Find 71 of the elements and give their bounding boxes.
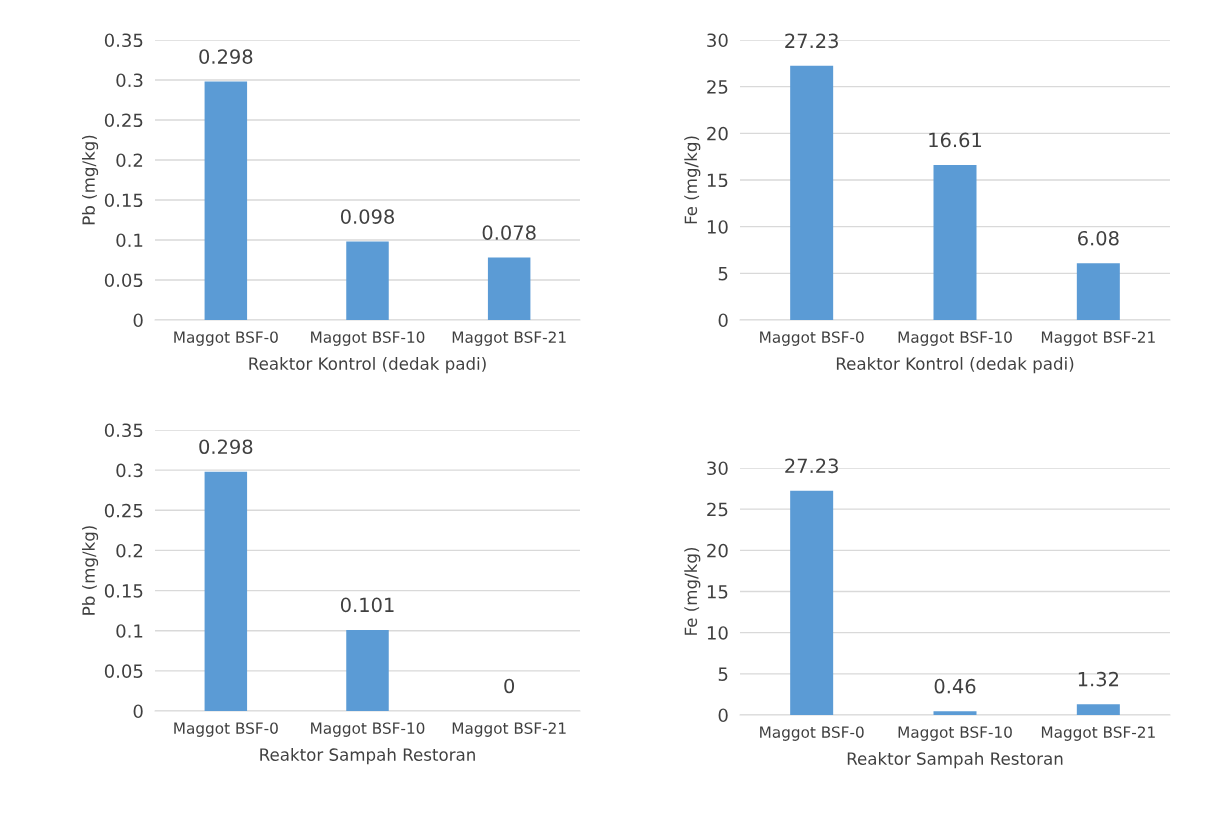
data-label: 27.23 xyxy=(785,458,838,474)
y-tick-label: 20 xyxy=(707,126,728,141)
x-tick-label: Maggot BSF-21 xyxy=(452,331,566,346)
x-axis-title: Reaktor Sampah Restoran xyxy=(260,748,475,765)
x-axis-title: Reaktor Sampah Restoran xyxy=(847,752,1063,769)
data-label: 0.298 xyxy=(199,439,253,455)
data-label: 0.078 xyxy=(482,225,536,240)
y-tick-label: 0.2 xyxy=(116,153,143,168)
data-label: 0.46 xyxy=(934,678,976,694)
y-tick-label: 15 xyxy=(707,173,728,188)
y-tick-label: 0.2 xyxy=(116,543,143,558)
bar xyxy=(1076,704,1120,715)
bar xyxy=(204,81,248,320)
y-tick-label: 0.3 xyxy=(116,463,143,478)
bar xyxy=(790,65,834,320)
data-label: 0 xyxy=(504,678,515,694)
x-tick-label: Maggot BSF-0 xyxy=(760,726,864,741)
y-tick-label: 25 xyxy=(707,80,728,94)
data-label: 6.08 xyxy=(1078,230,1119,246)
x-tick-label: Maggot BSF-10 xyxy=(311,722,425,737)
y-tick-label: 25 xyxy=(707,502,728,517)
x-tick-label: Maggot BSF-21 xyxy=(1041,726,1155,741)
y-tick-label: 0.05 xyxy=(104,273,143,288)
y-tick-label: 0.35 xyxy=(104,33,143,48)
bar xyxy=(790,490,834,715)
x-tick-label: Maggot BSF-21 xyxy=(1041,331,1155,346)
y-tick-label: 0.1 xyxy=(116,233,143,248)
x-axis-title: Reaktor Kontrol (dedak padi) xyxy=(836,357,1074,374)
bar xyxy=(346,241,389,320)
y-tick-label: 0.15 xyxy=(104,584,143,598)
y-tick-label: 20 xyxy=(707,543,728,558)
y-tick-label: 0 xyxy=(718,708,728,723)
bar xyxy=(933,164,977,320)
y-tick-label: 5 xyxy=(718,667,728,681)
data-label: 27.23 xyxy=(785,33,838,49)
y-tick-label: 10 xyxy=(707,220,728,234)
y-tick-label: 30 xyxy=(707,461,728,476)
y-tick-label: 0.15 xyxy=(104,193,143,208)
y-tick-label: 0.05 xyxy=(104,664,143,678)
data-label: 0.101 xyxy=(340,597,394,613)
x-tick-label: Maggot BSF-0 xyxy=(760,331,864,346)
data-label: 0.098 xyxy=(340,209,394,224)
x-tick-label: Maggot BSF-0 xyxy=(174,331,278,346)
bar xyxy=(487,257,531,320)
y-tick-label: 15 xyxy=(707,585,728,599)
bar xyxy=(1076,263,1120,320)
y-tick-label: 30 xyxy=(707,33,728,48)
x-tick-label: Maggot BSF-10 xyxy=(311,331,425,346)
y-tick-label: 0.25 xyxy=(104,503,143,518)
bar xyxy=(933,711,977,715)
y-tick-label: 0 xyxy=(718,313,728,328)
x-tick-label: Maggot BSF-0 xyxy=(174,722,278,737)
y-tick-label: 10 xyxy=(707,626,728,640)
x-axis-title: Reaktor Kontrol (dedak padi) xyxy=(249,357,486,374)
data-label: 1.32 xyxy=(1078,671,1119,687)
y-tick-label: 0.3 xyxy=(116,73,143,88)
y-axis-title: Fe (mg/kg) xyxy=(684,136,701,224)
y-tick-label: 0 xyxy=(133,704,143,719)
y-tick-label: 0 xyxy=(133,313,143,328)
y-tick-label: 0.35 xyxy=(104,423,143,438)
x-tick-label: Maggot BSF-10 xyxy=(898,726,1012,741)
data-label: 0.298 xyxy=(199,49,253,64)
x-tick-label: Maggot BSF-21 xyxy=(452,722,566,737)
y-axis-title: Pb (mg/kg) xyxy=(82,135,99,225)
x-tick-label: Maggot BSF-10 xyxy=(898,331,1012,346)
y-tick-label: 0.25 xyxy=(104,113,143,128)
data-label: 16.61 xyxy=(929,132,982,148)
y-axis-title: Pb (mg/kg) xyxy=(82,526,99,615)
y-tick-label: 5 xyxy=(718,267,728,281)
y-tick-label: 0.1 xyxy=(116,624,143,638)
y-axis-title: Fe (mg/kg) xyxy=(684,547,701,635)
